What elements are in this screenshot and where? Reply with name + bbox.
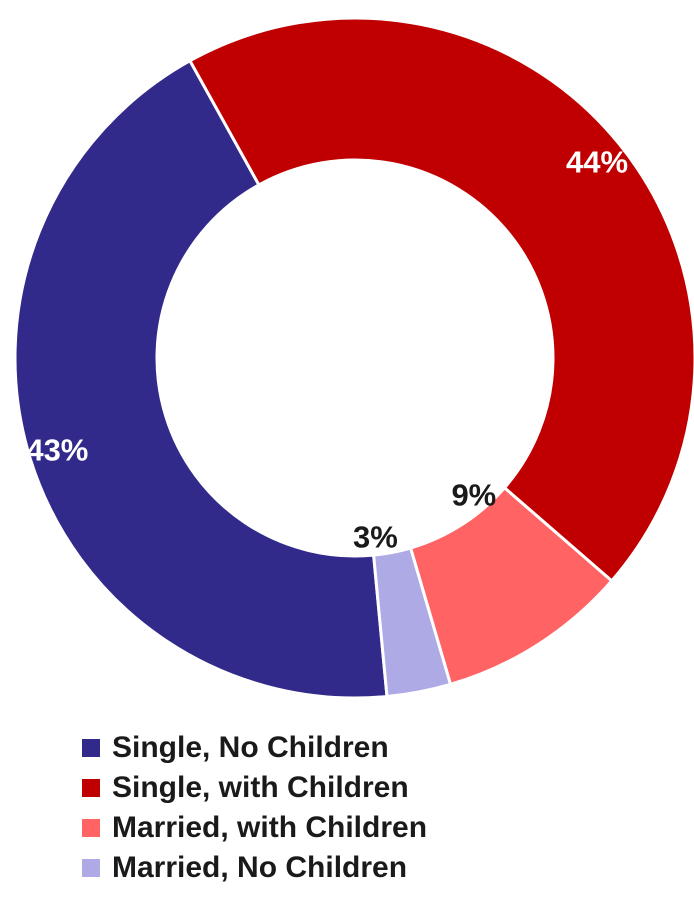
legend-item-single-no-children: Single, No Children — [82, 728, 427, 768]
legend-item-married-with-children: Married, with Children — [82, 808, 427, 848]
legend-label: Married, with Children — [112, 811, 428, 844]
data-label-married-no-children: 3% — [353, 519, 398, 554]
legend-label: Single, with Children — [112, 771, 409, 804]
legend-item-single-with-children: Single, with Children — [82, 768, 427, 808]
legend-swatch — [82, 739, 100, 757]
legend-swatch — [82, 819, 100, 837]
data-label-married-with-children: 9% — [451, 477, 496, 512]
legend-swatch — [82, 859, 100, 877]
legend-swatch — [82, 779, 100, 797]
slices-layer — [13, 16, 694, 700]
slice-single-with-children — [188, 16, 694, 583]
donut-chart: 43% 44% 9% 3% — [13, 16, 694, 700]
data-labels-layer: 43% 44% 9% 3% — [26, 144, 628, 554]
slice-married-no-children — [372, 546, 452, 698]
data-label-single-with-children: 44% — [566, 144, 628, 179]
slice-single-no-children — [13, 59, 389, 700]
legend-label: Single, No Children — [112, 731, 389, 764]
legend: Single, No Children Single, with Children… — [82, 728, 427, 888]
data-label-single-no-children: 43% — [26, 433, 88, 468]
legend-item-married-no-children: Married, No Children — [82, 848, 427, 888]
legend-label: Married, No Children — [112, 851, 408, 884]
